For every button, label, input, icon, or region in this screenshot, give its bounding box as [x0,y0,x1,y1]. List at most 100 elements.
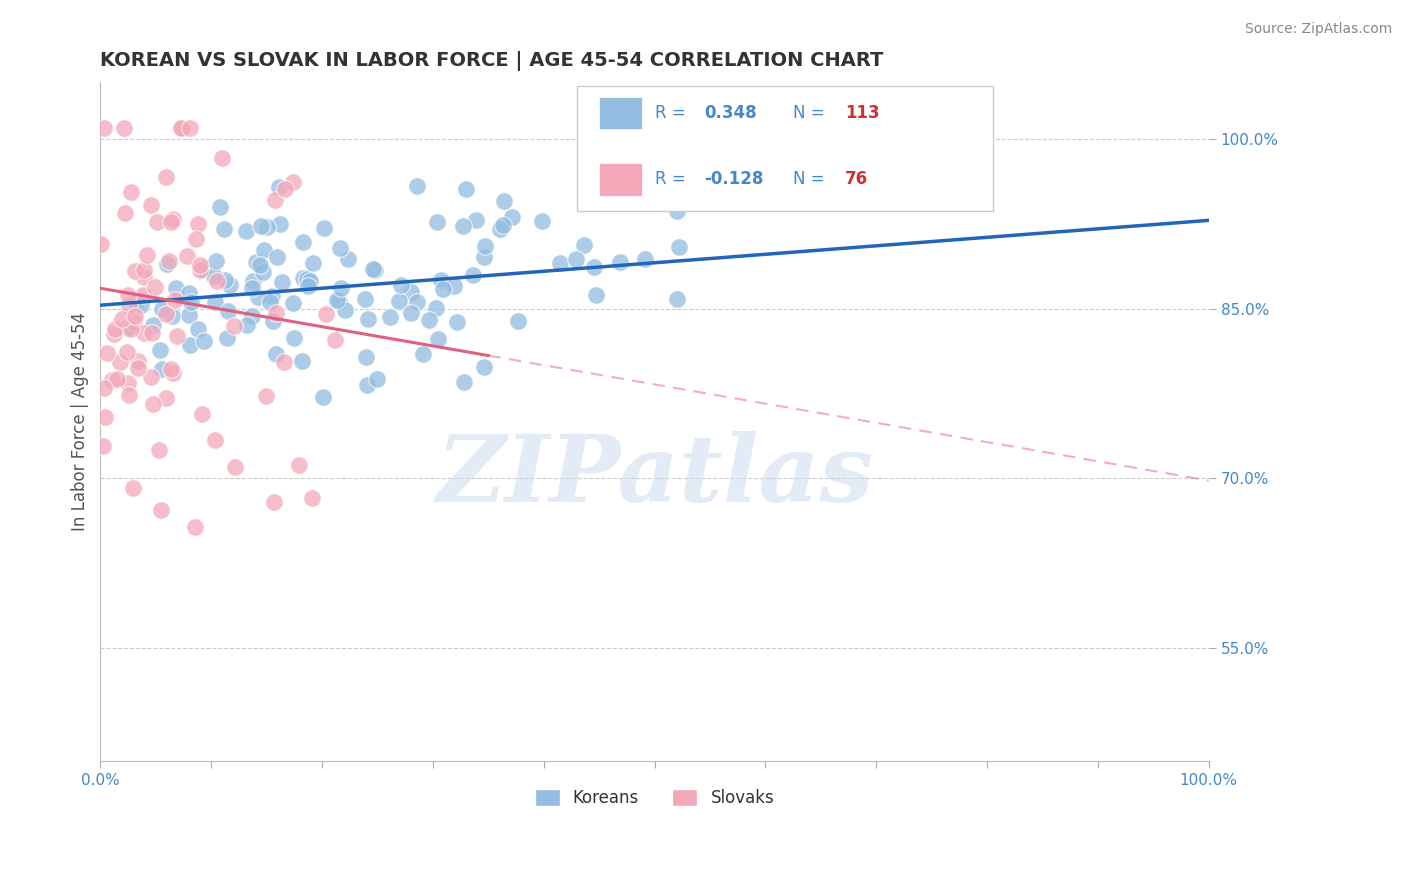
Point [426,215,449,229]
FancyBboxPatch shape [599,96,643,129]
Point [399,305,422,319]
Point [426,333,449,347]
Point [264,193,287,207]
Point [240,310,263,324]
Point [132,326,155,341]
Text: N =: N = [793,103,830,122]
Point [191,407,214,421]
Point [335,303,357,318]
Text: Source: ZipAtlas.com: Source: ZipAtlas.com [1244,22,1392,37]
Point [506,314,529,328]
Point [264,346,287,360]
Point [156,257,179,271]
Point [96,345,118,359]
Point [93,120,115,135]
Point [193,334,215,348]
Point [336,252,359,267]
Point [135,248,157,262]
Point [565,252,588,267]
Point [283,176,305,190]
Point [582,260,605,275]
Text: R =: R = [655,170,690,188]
Point [312,221,335,235]
Point [90,236,112,251]
Point [388,294,411,309]
Point [665,203,688,218]
Point [269,217,291,231]
Point [302,256,325,270]
Point [155,392,177,406]
Point [267,179,290,194]
Point [474,239,496,253]
Point [94,409,117,424]
Point [208,200,231,214]
Point [361,261,384,276]
Point [112,120,135,135]
Point [188,259,211,273]
Point [405,179,427,194]
Point [217,331,239,345]
Point [162,211,184,226]
Point [364,262,387,277]
Point [488,222,510,236]
Point [465,212,488,227]
Point [246,290,269,304]
Point [115,344,138,359]
Point [666,177,689,191]
Point [354,292,377,306]
Text: 76: 76 [845,170,869,188]
Point [329,241,352,255]
Point [399,285,422,300]
Point [249,258,271,272]
Point [118,387,141,401]
Point [104,321,127,335]
Point [453,375,475,389]
Point [253,243,276,257]
Text: -0.128: -0.128 [704,170,763,188]
Point [176,249,198,263]
Point [425,301,447,316]
Point [141,198,163,212]
Point [281,296,304,310]
Point [163,293,186,308]
Point [312,390,335,404]
Point [548,255,571,269]
Point [235,224,257,238]
Point [254,389,277,403]
Point [132,263,155,277]
Point [184,520,207,534]
Point [142,318,165,332]
Point [165,281,187,295]
Point [266,250,288,264]
Point [127,361,149,376]
Point [262,314,284,328]
Point [108,355,131,369]
Point [263,495,285,509]
Point [142,397,165,411]
Point [222,318,245,333]
Point [180,295,202,310]
Text: 0.348: 0.348 [704,103,756,122]
Point [132,288,155,302]
Point [967,177,990,191]
Point [214,273,236,287]
Point [446,315,468,329]
Point [129,298,152,312]
Point [292,235,315,250]
Point [356,377,378,392]
Point [245,254,267,268]
Point [474,250,496,264]
Text: ZIPatlas: ZIPatlas [436,431,873,521]
Point [179,309,201,323]
Point [405,294,427,309]
Point [187,321,209,335]
Point [139,370,162,384]
Point [668,240,690,254]
Point [412,347,434,361]
Point [124,263,146,277]
Point [217,303,239,318]
Text: N =: N = [793,170,830,188]
Point [256,220,278,235]
FancyBboxPatch shape [576,86,993,211]
Point [204,434,226,448]
